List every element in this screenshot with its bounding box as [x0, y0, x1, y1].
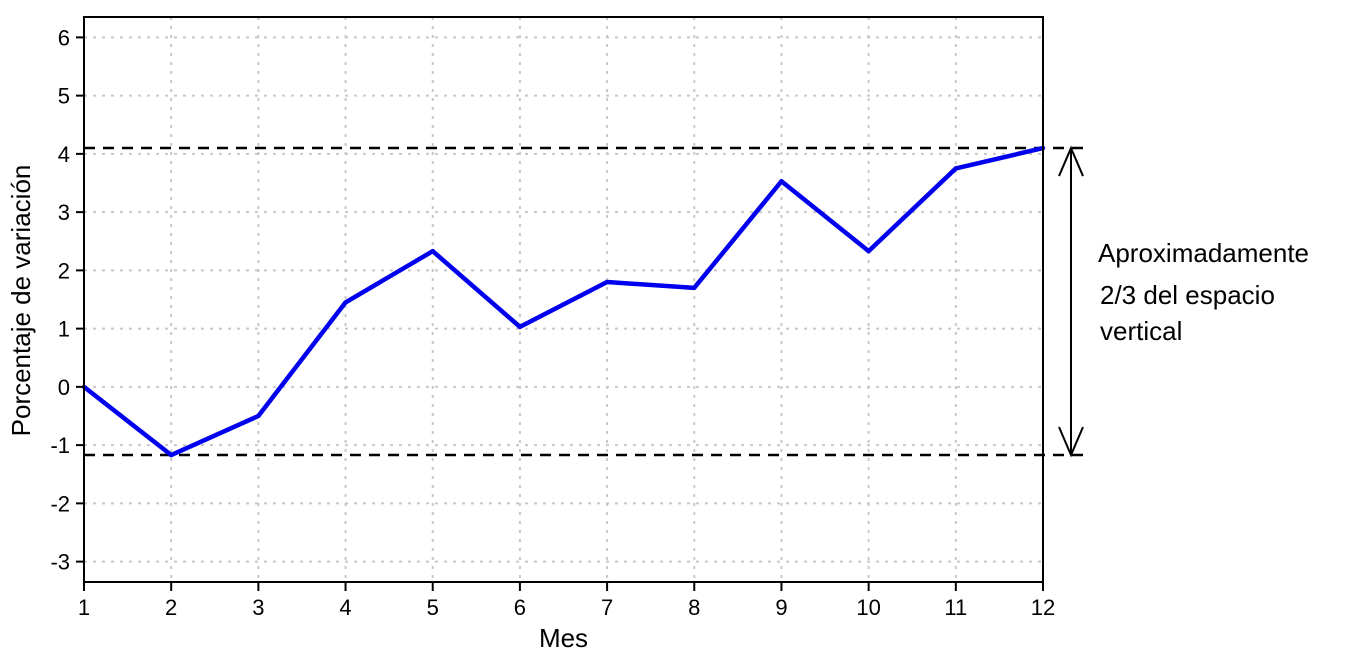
series-line — [82, 145, 1044, 458]
arrow-up-icon — [1058, 145, 1084, 177]
x-tick-label: 1 — [78, 595, 90, 620]
y-tick-label: 6 — [58, 25, 70, 50]
annotation-line-2: 2/3 del espacio — [1100, 280, 1275, 310]
x-tick-label: 6 — [514, 595, 526, 620]
data-point — [256, 413, 261, 419]
data-point — [168, 452, 174, 458]
annotation-line-3: vertical — [1100, 316, 1182, 346]
y-tick-label: 4 — [58, 142, 70, 167]
plot-frame — [83, 16, 1044, 583]
x-tick-label: 8 — [688, 595, 700, 620]
range-annotation: Aproximadamente 2/3 del espacio vertical — [1058, 145, 1309, 458]
x-tick-label: 4 — [339, 595, 351, 620]
y-tick-label: 1 — [58, 317, 70, 342]
y-tick-label: -2 — [50, 491, 70, 516]
series-group — [81, 145, 1046, 458]
data-point — [953, 166, 959, 171]
data-point — [779, 179, 784, 184]
y-tick-label: -1 — [50, 433, 70, 458]
data-point — [517, 324, 523, 330]
x-tick-label: 7 — [601, 595, 613, 620]
y-tick-label: 5 — [58, 84, 70, 109]
data-point — [692, 285, 697, 291]
y-axis: 6 5 4 3 2 1 0 -1 -2 -3 — [50, 25, 84, 575]
y-axis-title: Porcentaje de variación — [6, 165, 36, 437]
x-tick-label: 12 — [1031, 595, 1055, 620]
grid — [83, 17, 1044, 582]
reference-lines — [84, 146, 1085, 457]
data-point — [343, 300, 348, 305]
y-tick-label: 3 — [58, 200, 70, 225]
x-tick-label: 10 — [856, 595, 880, 620]
x-tick-label: 11 — [944, 595, 967, 620]
y-tick-label: 2 — [58, 258, 70, 283]
y-tick-label: 0 — [58, 375, 70, 400]
x-axis: 1 2 3 4 5 6 7 8 9 10 11 12 — [78, 582, 1055, 620]
x-tick-label: 2 — [165, 595, 177, 620]
x-tick-label: 9 — [775, 595, 787, 620]
x-axis-title: Mes — [539, 623, 588, 650]
arrow-down-icon — [1058, 426, 1084, 458]
data-point — [430, 248, 435, 254]
data-point — [604, 279, 610, 285]
x-tick-label: 5 — [427, 595, 439, 620]
x-tick-label: 3 — [252, 595, 264, 620]
annotation-line-1: Aproximadamente — [1098, 238, 1309, 268]
data-point — [866, 248, 871, 254]
y-tick-label: -3 — [50, 550, 70, 575]
